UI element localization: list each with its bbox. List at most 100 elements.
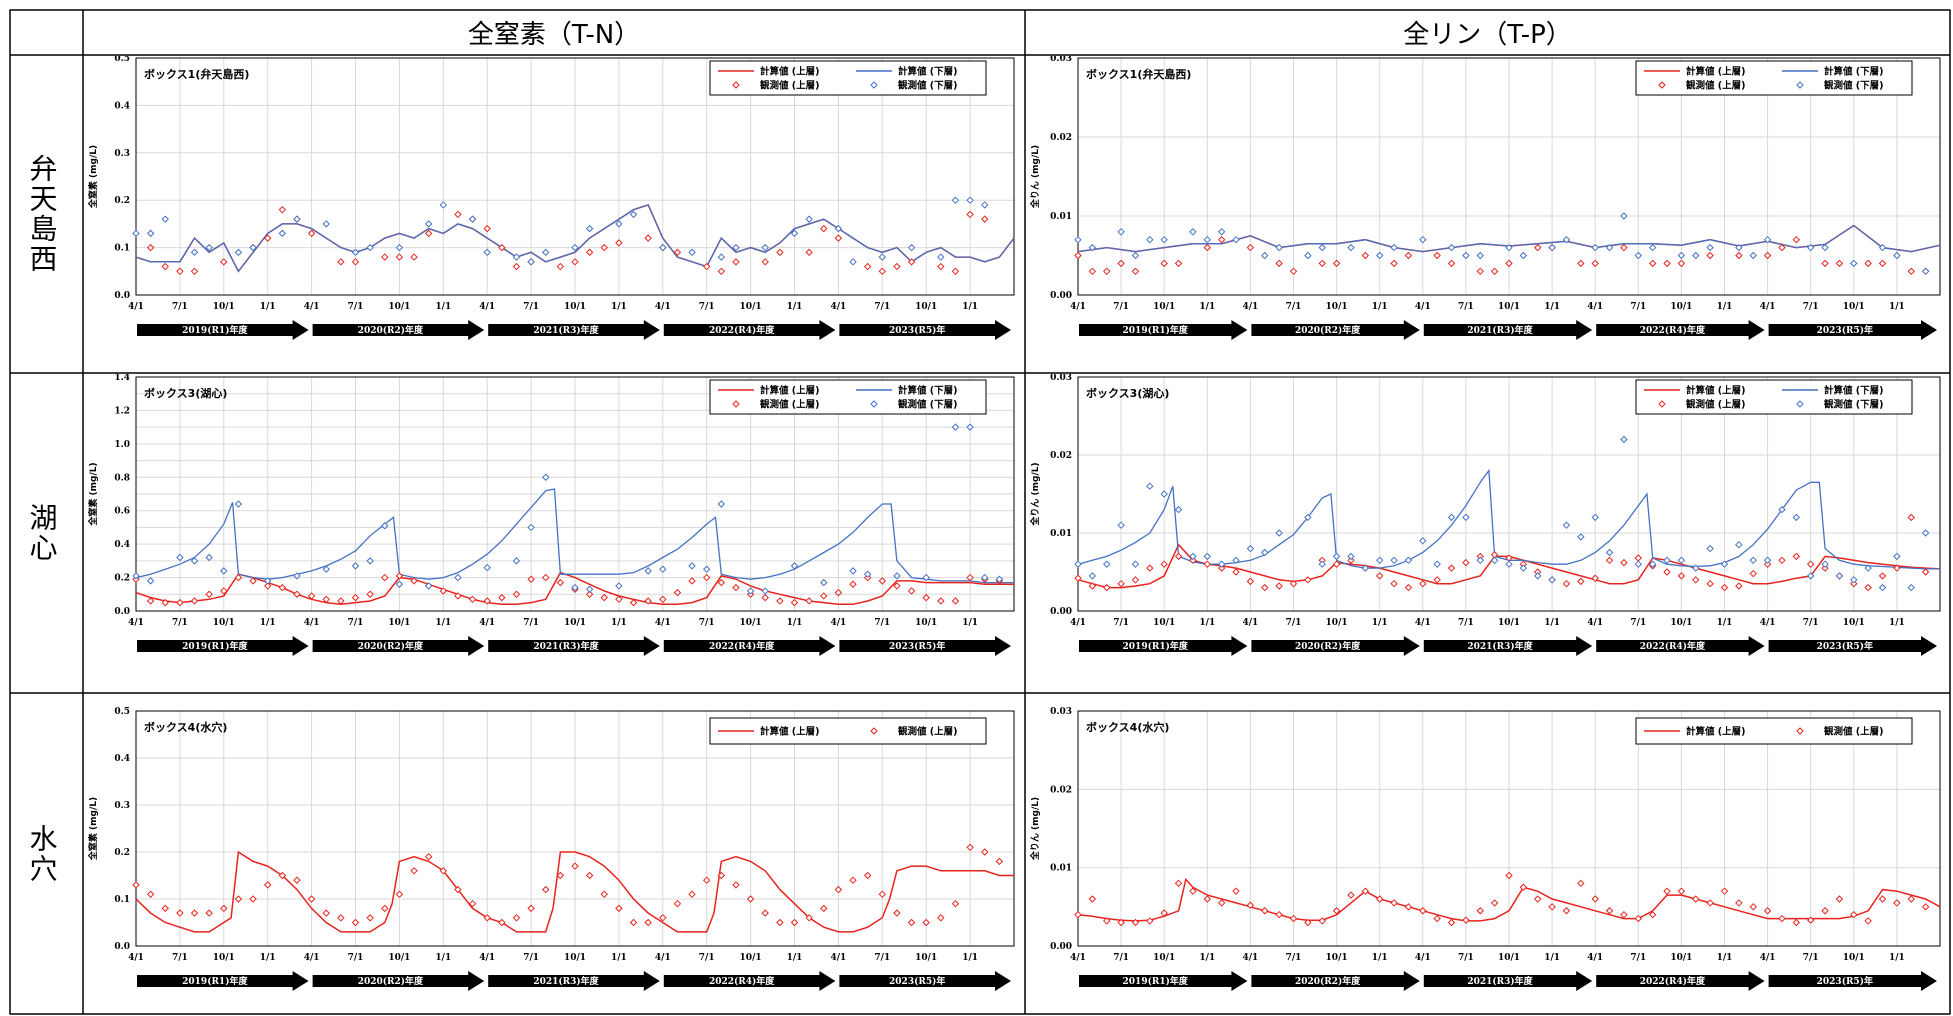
x-tick-label: 7/1 [699, 618, 715, 628]
plot-frame [1077, 710, 1941, 947]
data-point [1103, 267, 1111, 276]
chart-tn-mizuana: 0.0 0.1 0.2 0.3 0.4 0.5 4/1 7/1 10/1 1/1 4/1 7/1 10/… [86, 694, 1022, 1012]
data-point [1692, 251, 1700, 260]
box-title: ボックス1(弁天島西) [1086, 67, 1191, 81]
data-point [981, 215, 989, 223]
data-point [1792, 918, 1801, 927]
data-point [1577, 879, 1585, 888]
data-point [1893, 552, 1901, 561]
data-point [1404, 903, 1413, 911]
x-tick-label: 10/1 [1326, 302, 1348, 312]
data-point [644, 918, 652, 927]
data-point [1505, 243, 1513, 252]
data-point [790, 598, 799, 607]
data-point [468, 595, 477, 604]
data-point [717, 253, 726, 261]
data-point [1893, 899, 1901, 907]
data-point [907, 587, 916, 595]
legend-label: 計算値 (上層) [1686, 726, 1746, 738]
data-point [1476, 251, 1484, 260]
data-point [922, 573, 930, 582]
data-point [381, 573, 389, 582]
fiscal-year-label: 2019(R1)年度 [182, 324, 248, 336]
data-point [234, 248, 243, 257]
data-point [1332, 552, 1341, 561]
data-point [263, 881, 272, 889]
data-point [1103, 583, 1111, 592]
legend-marker-swatch [870, 81, 878, 89]
data-point [249, 895, 257, 903]
fiscal-year-label: 2023(R5)年 [889, 975, 945, 987]
data-point [951, 196, 960, 204]
x-tick-label: 4/1 [1070, 302, 1086, 312]
data-point [220, 567, 228, 575]
data-point [556, 871, 565, 880]
legend-label: 観測値 (上層) [760, 80, 820, 92]
data-point [1634, 251, 1643, 260]
data-point [629, 210, 638, 219]
x-tick-label: 1/1 [435, 953, 451, 963]
data-point [1806, 916, 1815, 924]
y-tick-label: 0.4 [114, 540, 130, 550]
x-tick-label: 1/1 [260, 953, 276, 963]
data-point [1749, 903, 1757, 911]
x-tick-label: 4/1 [1760, 953, 1776, 963]
data-point [849, 876, 857, 884]
row-label-koshin: 湖心 [25, 503, 59, 563]
data-point [542, 473, 550, 481]
data-point [161, 215, 169, 223]
fiscal-year-label: 2023(R5)年 [1817, 324, 1873, 336]
x-tick-label: 1/1 [962, 302, 978, 312]
x-tick-label: 4/1 [1070, 618, 1086, 628]
fiscal-year-arrow [839, 636, 1011, 656]
data-point [512, 590, 521, 598]
data-point [1692, 576, 1700, 584]
data-point [1792, 552, 1801, 561]
data-point [1232, 887, 1240, 895]
y-tick-label: 0.5 [114, 707, 130, 717]
data-point [205, 243, 213, 252]
y-tick-label: 0.1 [114, 244, 130, 254]
fiscal-year-arrow [1423, 320, 1593, 340]
data-point [732, 583, 740, 592]
legend-label: 観測値 (下層) [898, 80, 958, 92]
data-point [1864, 917, 1872, 925]
x-tick-label: 7/1 [348, 953, 364, 963]
data-point [132, 572, 140, 580]
y-tick-label: 1.4 [114, 374, 130, 383]
data-point [1261, 251, 1269, 260]
fiscal-year-label: 2020(R2)年度 [358, 640, 424, 652]
fiscal-year-label: 2022(R4)年度 [709, 324, 775, 336]
data-point [1548, 243, 1556, 252]
x-tick-label: 10/1 [1670, 618, 1692, 628]
data-point [1720, 583, 1729, 592]
data-point [1562, 521, 1571, 529]
data-point [1778, 243, 1786, 252]
plot-frame [1077, 376, 1941, 612]
data-point [1720, 887, 1729, 895]
legend-box [1635, 60, 1913, 96]
fiscal-year-label: 2019(R1)年度 [1123, 324, 1189, 336]
data-point [1246, 544, 1255, 553]
data-point [556, 578, 565, 587]
legend-label: 観測値 (下層) [1824, 399, 1884, 411]
chart-svg: 0.0 0.1 0.2 0.3 0.4 0.5 4/1 7/1 10/1 1/1 4/1 7/1 10/… [87, 707, 1015, 991]
x-tick-label: 1/1 [1199, 618, 1215, 628]
data-point [1375, 572, 1384, 580]
data-point [1692, 895, 1700, 903]
data-point [702, 876, 711, 884]
data-point [1332, 259, 1341, 268]
data-point [381, 522, 389, 530]
data-point [1088, 267, 1097, 276]
fiscal-year-label: 2020(R2)年度 [358, 324, 424, 336]
fiscal-year-label: 2022(R4)年度 [709, 640, 775, 652]
x-tick-label: 4/1 [1760, 618, 1776, 628]
data-point [1634, 554, 1643, 562]
x-tick-label: 1/1 [962, 618, 978, 628]
data-point [1835, 572, 1844, 580]
x-tick-label: 7/1 [172, 953, 188, 963]
data-point [1792, 235, 1801, 244]
x-tick-label: 4/1 [830, 618, 846, 628]
data-point [381, 904, 389, 913]
data-point [205, 553, 213, 562]
